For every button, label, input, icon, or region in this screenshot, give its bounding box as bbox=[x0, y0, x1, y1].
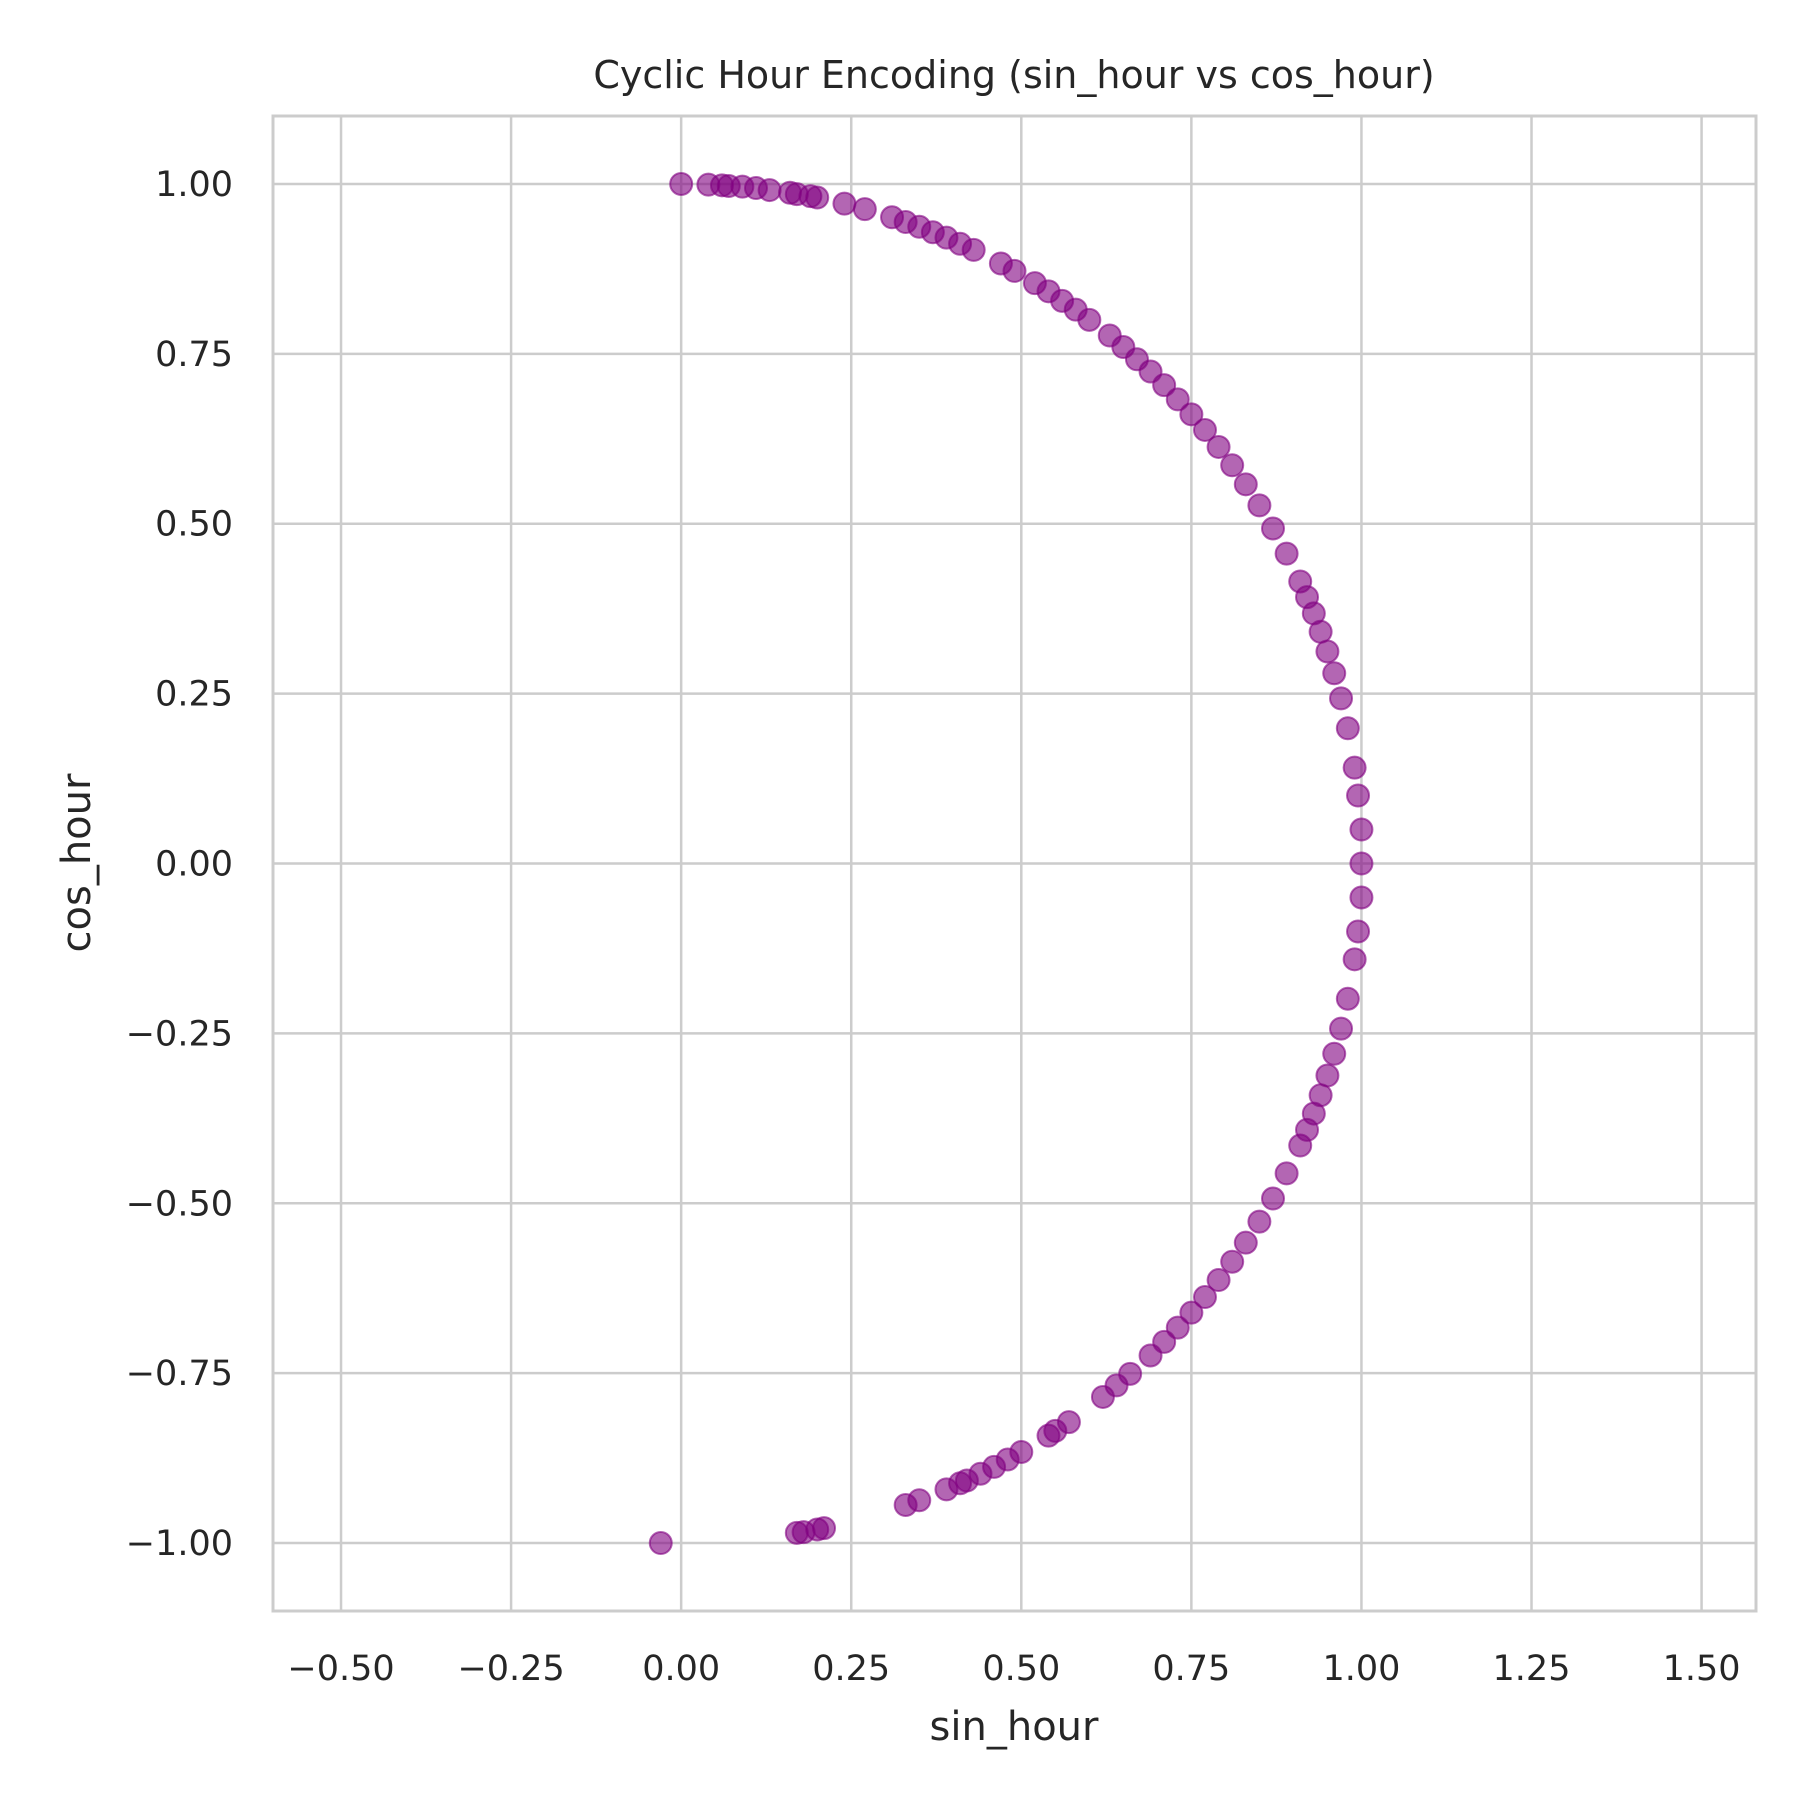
data-point bbox=[1329, 1016, 1354, 1041]
data-point bbox=[1288, 1133, 1313, 1158]
grid bbox=[273, 116, 1756, 1611]
data-point bbox=[805, 185, 830, 210]
y-tick-label: −1.00 bbox=[126, 1524, 233, 1564]
data-point bbox=[1247, 493, 1272, 518]
data-point bbox=[1220, 1249, 1245, 1274]
data-point bbox=[1261, 516, 1286, 541]
data-point bbox=[893, 1492, 918, 1517]
data-point bbox=[934, 1477, 959, 1502]
x-tick-label: 0.75 bbox=[1152, 1649, 1230, 1689]
data-point bbox=[1322, 661, 1347, 686]
data-point bbox=[852, 197, 877, 222]
data-point bbox=[1346, 919, 1371, 944]
data-point bbox=[1322, 1041, 1347, 1066]
data-point bbox=[1342, 755, 1367, 780]
data-point bbox=[1261, 1186, 1286, 1211]
data-point bbox=[1192, 417, 1217, 442]
data-point bbox=[1335, 986, 1360, 1011]
data-point bbox=[1274, 541, 1299, 566]
data-point bbox=[1346, 783, 1371, 808]
data-point bbox=[1315, 639, 1340, 664]
plot-frame bbox=[271, 114, 1758, 1613]
x-tick-label: 0.00 bbox=[642, 1649, 720, 1689]
data-point bbox=[1315, 1063, 1340, 1088]
x-axis-ticks: −0.50 −0.25 0.00 0.25 0.50 0.75 1.00 1.25 1.50 bbox=[287, 1649, 1740, 1689]
x-axis-label: sin_hour bbox=[930, 1704, 1099, 1750]
x-tick-label: 1.25 bbox=[1493, 1649, 1571, 1689]
data-point bbox=[648, 1531, 673, 1556]
data-point bbox=[1179, 402, 1204, 427]
y-tick-label: 0.25 bbox=[155, 675, 233, 715]
x-tick-label: −0.25 bbox=[457, 1649, 564, 1689]
data-point bbox=[1192, 1285, 1217, 1310]
data-point bbox=[784, 1520, 809, 1545]
data-point bbox=[1179, 1300, 1204, 1325]
y-tick-label: −0.75 bbox=[126, 1354, 233, 1394]
data-point bbox=[1329, 686, 1354, 711]
data-point bbox=[1308, 619, 1333, 644]
data-point bbox=[961, 237, 986, 262]
y-tick-label: 0.00 bbox=[155, 845, 233, 885]
y-axis-label: cos_hour bbox=[54, 773, 100, 952]
data-point bbox=[1342, 947, 1367, 972]
x-tick-label: −0.50 bbox=[287, 1649, 394, 1689]
data-point bbox=[1090, 1384, 1115, 1409]
y-tick-label: 0.75 bbox=[155, 335, 233, 375]
data-points bbox=[648, 171, 1374, 1556]
y-tick-label: 0.50 bbox=[155, 505, 233, 545]
x-tick-label: 1.50 bbox=[1663, 1649, 1741, 1689]
y-tick-label: −0.25 bbox=[126, 1014, 233, 1054]
data-point bbox=[1349, 851, 1374, 876]
data-point bbox=[1274, 1161, 1299, 1186]
x-tick-label: 1.00 bbox=[1322, 1649, 1400, 1689]
data-point bbox=[1220, 453, 1245, 478]
data-point bbox=[1349, 885, 1374, 910]
data-point bbox=[1233, 472, 1258, 497]
data-point bbox=[1335, 716, 1360, 741]
data-point bbox=[1002, 258, 1027, 283]
data-point bbox=[1247, 1209, 1272, 1234]
x-tick-label: 0.50 bbox=[982, 1649, 1060, 1689]
data-point bbox=[1206, 1268, 1231, 1293]
data-point bbox=[1349, 817, 1374, 842]
chart-title: Cyclic Hour Encoding (sin_hour vs cos_ho… bbox=[593, 53, 1434, 97]
y-axis-ticks: −1.00 −0.75 −0.50 −0.25 0.00 0.25 0.50 0.75 1.00 bbox=[126, 165, 233, 1564]
data-point bbox=[669, 171, 694, 196]
data-point bbox=[1206, 434, 1231, 459]
data-point bbox=[1165, 387, 1190, 412]
data-point bbox=[1036, 1423, 1061, 1448]
data-point bbox=[832, 191, 857, 216]
x-tick-label: 0.25 bbox=[812, 1649, 890, 1689]
data-point bbox=[1138, 1343, 1163, 1368]
data-point bbox=[757, 178, 782, 203]
y-tick-label: 1.00 bbox=[155, 165, 233, 205]
data-point bbox=[1233, 1230, 1258, 1255]
data-point bbox=[1077, 307, 1102, 332]
y-tick-label: −0.50 bbox=[126, 1184, 233, 1224]
